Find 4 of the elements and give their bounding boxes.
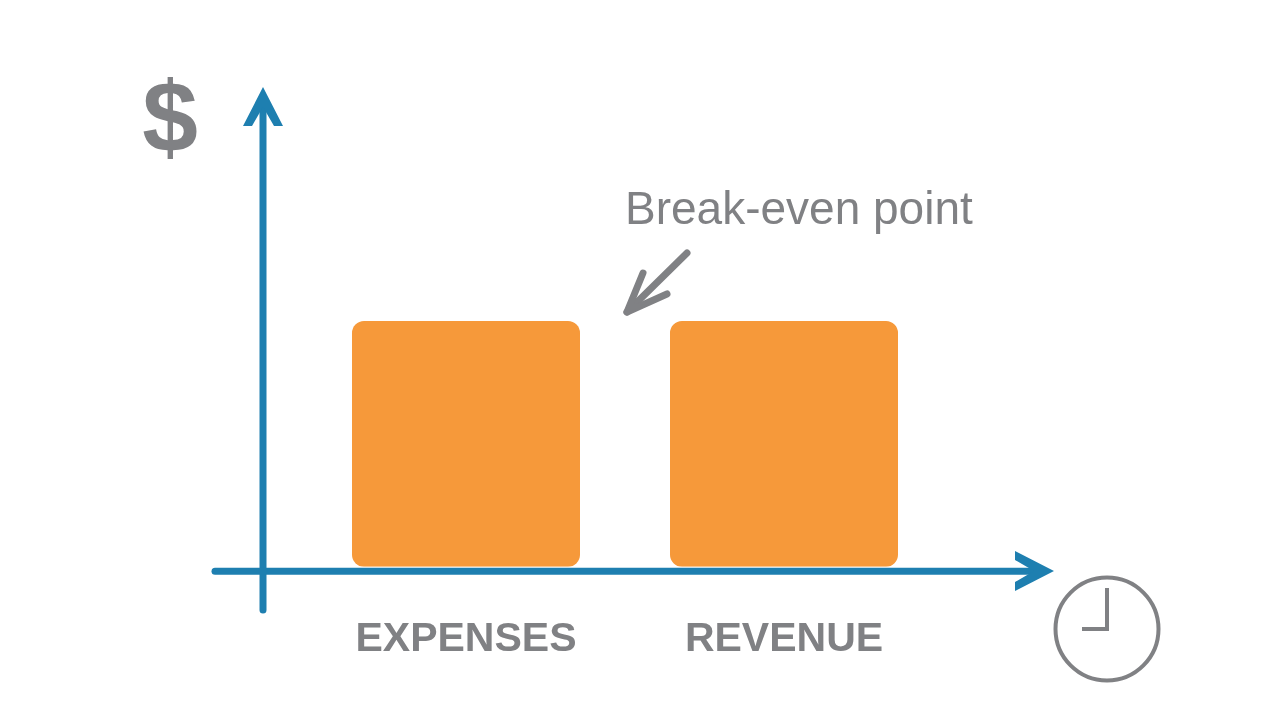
x-tick-label: REVENUE <box>684 613 884 660</box>
text: Break-even point <box>625 182 973 234</box>
y-axis-title: $ <box>142 61 198 173</box>
x-tick-label: EXPENSES <box>355 613 577 660</box>
